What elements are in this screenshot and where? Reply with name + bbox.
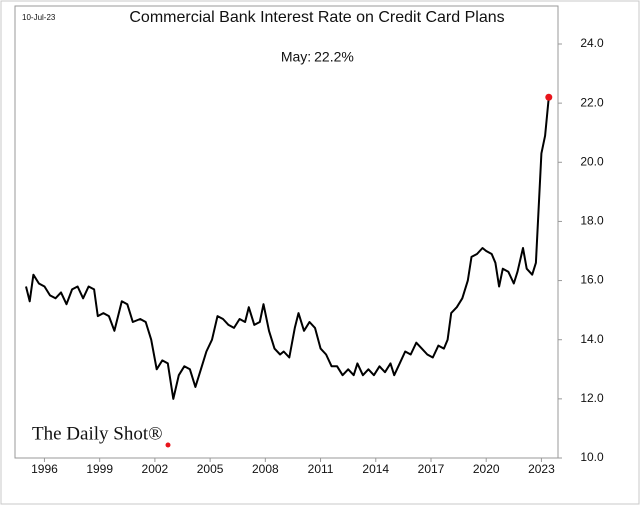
y-tick-label: 16.0 — [580, 273, 604, 287]
x-tick-label: 2011 — [308, 462, 334, 476]
annotation: May: — [281, 49, 311, 65]
y-tick-label: 10.0 — [580, 450, 604, 464]
y-tick-label: 12.0 — [580, 391, 604, 405]
date-stamp: 10-Jul-23 — [22, 13, 56, 22]
y-tick-label: 22.0 — [580, 95, 604, 109]
x-tick-label: 2008 — [252, 462, 279, 476]
x-tick-label: 2023 — [528, 462, 555, 476]
source-logo: The Daily Shot® — [32, 423, 163, 444]
last-point — [545, 93, 553, 101]
line-series — [25, 97, 550, 400]
annotation: 22.2% — [314, 49, 354, 65]
x-tick-label: 2014 — [362, 462, 389, 476]
y-tick-label: 24.0 — [580, 36, 604, 50]
x-tick-label: 2017 — [418, 462, 445, 476]
x-tick-label: 1996 — [31, 462, 58, 476]
plot-box — [14, 5, 559, 459]
y-tick-label: 20.0 — [580, 154, 604, 168]
x-tick-label: 2005 — [197, 462, 224, 476]
y-tick-label: 18.0 — [580, 214, 604, 228]
logo-dot — [165, 442, 171, 448]
y-tick-label: 14.0 — [580, 332, 604, 346]
chart-title: Commercial Bank Interest Rate on Credit … — [129, 9, 504, 26]
x-tick-label: 1999 — [86, 462, 113, 476]
x-tick-label: 2020 — [473, 462, 500, 476]
x-tick-label: 2002 — [142, 462, 169, 476]
